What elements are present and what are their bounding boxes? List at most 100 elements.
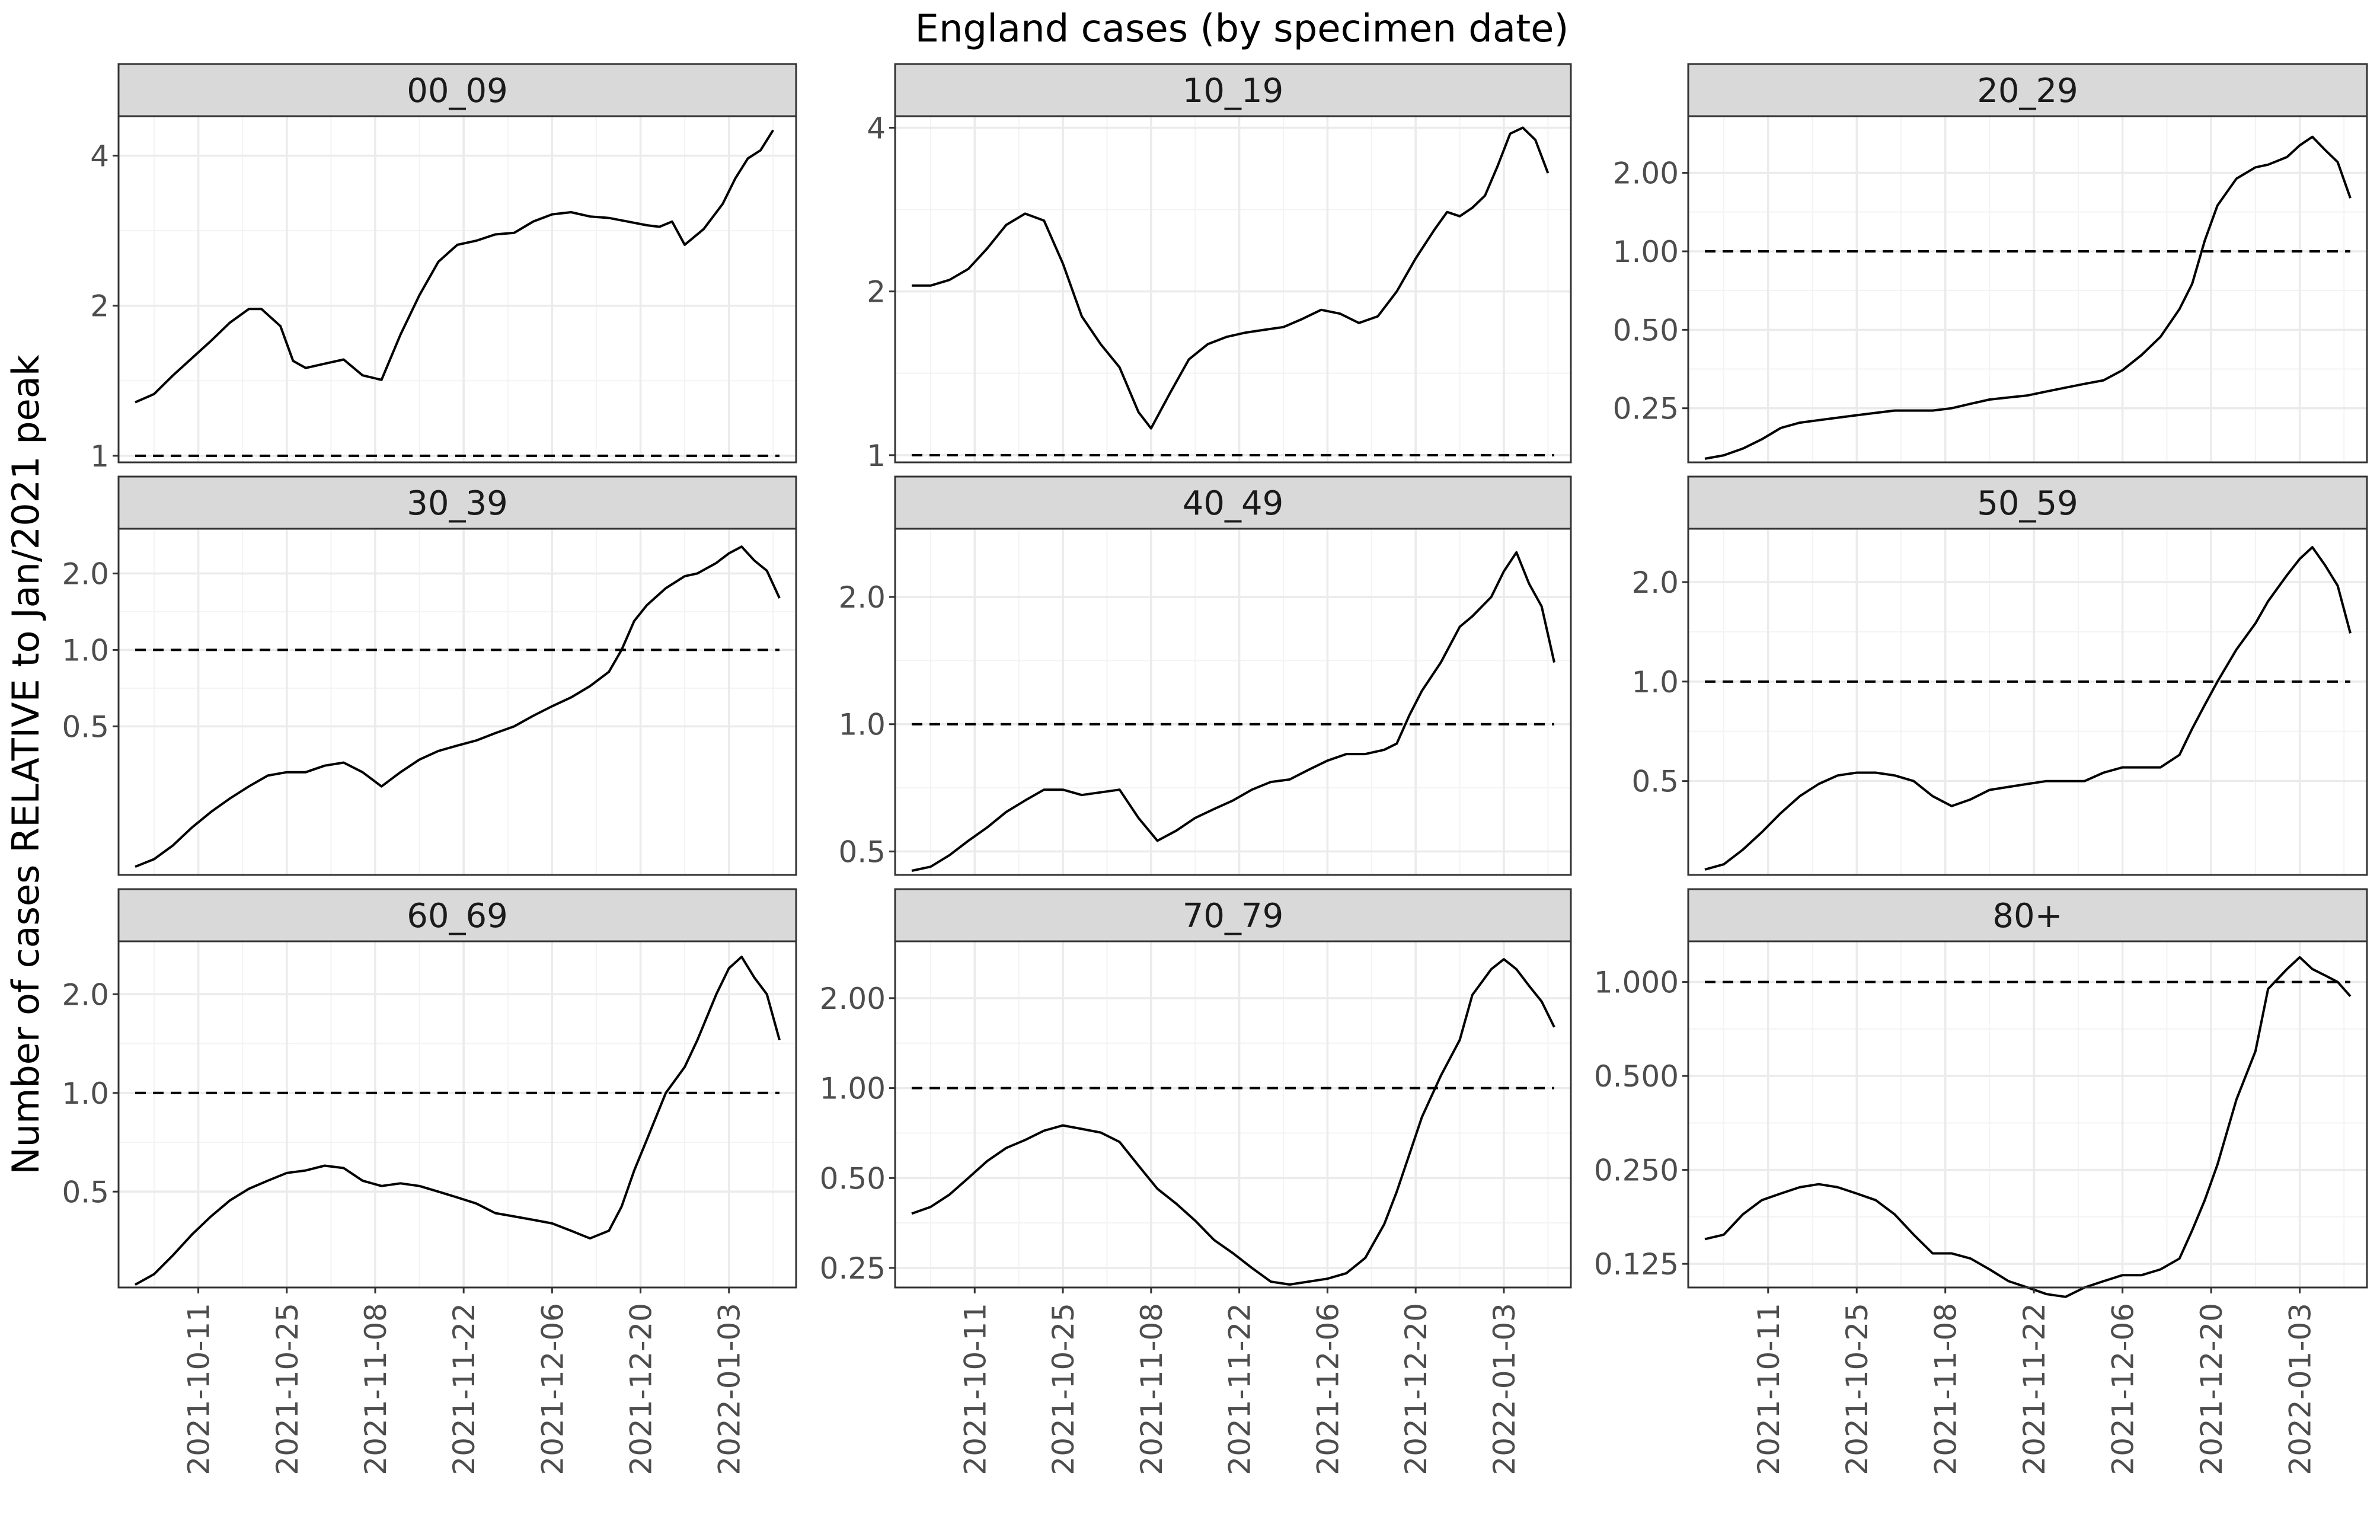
series-line-10_19 [912,126,1550,430]
y-tick-label: 2.00 [1613,156,1679,191]
x-tick-label: 2021-10-25 [270,1303,305,1475]
y-tick-label: 1.0 [1631,665,1679,699]
x-tick-label: 2022-01-03 [713,1303,747,1475]
y-tick-label: 0.50 [820,1161,886,1196]
y-tick-label: 2.0 [1631,565,1679,600]
y-tick-label: 2 [90,289,109,324]
panel-border [1687,528,2368,876]
series-line-20_29 [1704,135,2352,460]
panel-border [117,115,797,464]
facet-70_79: 70_79 0.25 0.50 1.00 2.00 2021-10-11 2021-10-2… [820,888,1572,1475]
facet-strip-label: 00_09 [407,72,508,110]
x-tick-label: 2022-01-03 [2283,1303,2318,1475]
series-line-60_69 [135,956,781,1286]
x-tick-label: 2021-12-20 [2194,1303,2229,1475]
series-line-80+ [1704,956,2352,1298]
facet-strip [117,888,797,942]
y-tick-label: 4 [867,111,886,145]
facet-strip [894,475,1572,530]
chart-title: England cases (by specimen date) [915,7,1569,51]
facet-80+: 80+ 0.125 0.250 0.500 1.000 2021-10-11 2021-10… [1594,888,2368,1475]
facet-20_29: 20_29 0.25 0.50 1.00 2.00 [1613,63,2368,464]
x-tick-label: 2021-10-11 [182,1303,216,1475]
y-tick-label: 1.0 [62,633,109,667]
facet-strip-label: 30_39 [407,484,508,523]
facet-30_39: 30_39 0.5 1.0 2.0 [62,475,797,876]
panel-background [119,941,796,1287]
facet-strip [117,63,797,117]
x-tick-label: 2021-12-06 [1311,1303,1345,1475]
y-tick-label: 1.0 [62,1076,109,1111]
x-tick-label: 2022-01-03 [1487,1303,1522,1475]
y-tick-label: 0.500 [1594,1059,1679,1094]
facet-strip [894,63,1572,117]
facet-50_59: 50_59 0.5 1.0 2.0 [1631,475,2368,876]
y-tick-label: 0.125 [1594,1247,1679,1282]
facet-strip-label: 60_69 [407,897,508,935]
panel-border [117,940,797,1289]
series-line-30_39 [135,545,781,868]
panel-border [894,940,1572,1289]
y-tick-label: 1 [867,439,886,473]
panel-border [1687,940,2368,1289]
y-tick-label: 2.0 [62,977,109,1012]
x-tick-label: 2021-10-11 [1752,1303,1786,1475]
x-tick-label: 2021-11-08 [359,1303,393,1475]
panel-background [1688,941,2367,1287]
y-tick-label: 1.0 [838,708,886,742]
facet-60_69: 60_69 0.5 1.0 2.0 2021-10-11 2021-10-25 2021-1… [62,888,797,1475]
facet-00_09: 00_09 1 2 4 [90,63,797,474]
y-tick-label: 0.25 [1613,392,1679,426]
facet-strip-label: 20_29 [1977,72,2078,110]
series-line-50_59 [1704,546,2352,871]
y-tick-label: 1.00 [1613,235,1679,269]
y-tick-label: 1.000 [1594,966,1679,1000]
x-tick-label: 2021-11-08 [1929,1303,1963,1475]
panel-background [895,529,1571,875]
y-tick-label: 0.5 [838,835,886,869]
y-axis-title: Number of cases RELATIVE to Jan/2021 pea… [4,354,47,1174]
y-tick-label: 2.0 [62,557,109,591]
series-line-70_79 [911,958,1555,1286]
y-tick-label: 4 [90,139,109,174]
series-line-00_09 [135,129,774,404]
x-tick-label: 2021-12-20 [624,1303,659,1475]
facet-panels: 00_09 1 2 4 10_19 1 2 4 20_29 0.25 0.50 1.00 2.00 30_… [62,63,2368,1475]
facet-strip-label: 70_79 [1183,897,1284,935]
y-tick-label: 0.250 [1594,1154,1679,1188]
facet-strip [117,475,797,530]
facet-strip-label: 80+ [1992,897,2062,935]
series-line-40_49 [911,551,1555,872]
x-tick-label: 2021-11-22 [447,1303,481,1475]
panel-border [1687,115,2368,464]
panel-background [1688,116,2367,462]
y-tick-label: 1 [90,439,109,474]
facet-strip-label: 50_59 [1977,484,2078,523]
x-tick-label: 2021-10-11 [958,1303,992,1475]
facet-40_49: 40_49 0.5 1.0 2.0 [838,475,1572,876]
panel-border [894,528,1572,876]
facet-10_19: 10_19 1 2 4 [867,63,1572,473]
panel-background [1688,529,2367,875]
facet-strip [1687,475,2368,530]
y-tick-label: 0.5 [62,710,109,744]
facet-strip-label: 10_19 [1183,72,1284,110]
panel-background [119,116,796,462]
panel-background [895,116,1571,462]
panel-border [894,115,1572,464]
x-tick-label: 2021-11-22 [2017,1303,2052,1475]
y-tick-label: 2.0 [838,580,886,615]
y-tick-label: 1.00 [820,1072,886,1106]
x-tick-label: 2021-11-08 [1135,1303,1169,1475]
y-tick-label: 0.50 [1613,313,1679,347]
x-tick-label: 2021-11-22 [1223,1303,1257,1475]
panel-background [119,529,796,875]
y-tick-label: 0.5 [62,1175,109,1209]
facet-strip [1687,63,2368,117]
facet-strip-label: 40_49 [1183,484,1284,523]
x-tick-label: 2021-12-06 [535,1303,570,1475]
y-tick-label: 2.00 [820,982,886,1016]
facet-strip [1687,888,2368,942]
x-tick-label: 2021-12-06 [2106,1303,2141,1475]
